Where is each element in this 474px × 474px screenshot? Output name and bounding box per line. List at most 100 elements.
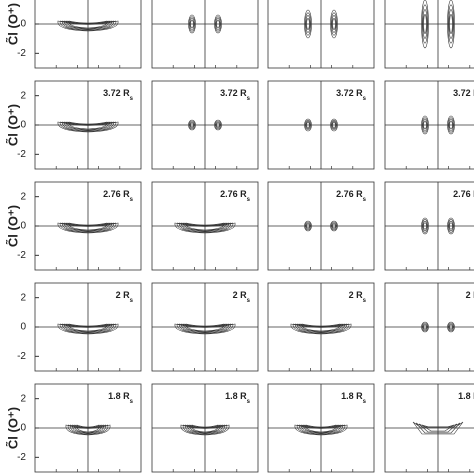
contour <box>447 217 455 235</box>
contour <box>306 122 310 128</box>
panel: 2 Rs <box>384 282 474 372</box>
contours <box>180 424 230 436</box>
panel-label: 2 Rs <box>466 290 474 303</box>
contour <box>421 219 429 233</box>
panel <box>384 0 474 69</box>
panel: 2 Rs <box>267 282 375 372</box>
panel: 2 Rs <box>151 282 259 372</box>
contour <box>190 20 194 28</box>
contours <box>421 115 455 135</box>
panel-label: 2.76 Rs <box>103 189 134 202</box>
contours <box>421 0 455 49</box>
panel-label-text: 2.76 R <box>453 189 474 199</box>
contour <box>190 122 194 128</box>
panel: 3.72 Rs <box>34 80 142 170</box>
contour <box>447 115 455 135</box>
panel-label-text: 2 R <box>233 290 248 300</box>
panel-label: 1.8 Rs <box>458 391 474 404</box>
panel: 1.8 Rs <box>34 383 142 473</box>
contour <box>421 115 429 135</box>
panel-label-text: 2 R <box>466 290 474 300</box>
panel-label-sub: s <box>130 96 134 102</box>
panel-label: 2 Rs <box>233 290 251 303</box>
contour <box>68 121 108 130</box>
contour <box>423 324 427 330</box>
panel-label: 2 Rs <box>349 290 367 303</box>
panel-label-text: 1.8 R <box>108 391 130 401</box>
panel-label-sub: s <box>130 298 134 304</box>
contour <box>418 423 458 433</box>
contour <box>423 121 427 129</box>
y-tick-label: 2 <box>20 393 26 404</box>
contours <box>294 424 348 436</box>
contours <box>188 14 222 34</box>
contour <box>189 121 195 129</box>
contour <box>188 120 196 130</box>
contours <box>57 222 119 234</box>
contour <box>447 219 455 233</box>
panel-label: 1.8 Rs <box>341 391 367 404</box>
contour <box>422 9 428 39</box>
contour <box>306 223 310 229</box>
y-tick-label: 2 <box>20 191 26 202</box>
contours <box>57 121 119 133</box>
contour <box>305 424 337 433</box>
contour <box>304 9 312 39</box>
y-tick-label: -2 <box>17 452 26 463</box>
panel: 2.76 Rs <box>267 181 375 271</box>
panel-label-sub: s <box>247 298 251 304</box>
contour <box>448 220 454 232</box>
panel: 3.72 Rs <box>267 80 375 170</box>
contour <box>422 220 428 232</box>
contour <box>214 14 222 34</box>
contour <box>331 222 337 230</box>
panel-label-text: 1.8 R <box>341 391 363 401</box>
y-tick-label: -2 <box>17 351 26 362</box>
panel-label-sub: s <box>363 298 367 304</box>
contour <box>423 14 427 34</box>
panel-label: 1.8 Rs <box>225 391 251 404</box>
contour <box>421 0 429 49</box>
panel-label: 3.72 Rs <box>453 88 474 101</box>
y-axis-label: C̃l (O⁺) <box>5 407 20 449</box>
contour <box>185 222 225 231</box>
contours <box>412 421 464 435</box>
contour <box>216 122 220 128</box>
panel <box>267 0 375 69</box>
y-tick-label: -2 <box>17 149 26 160</box>
contour <box>304 221 312 231</box>
contour <box>76 424 100 433</box>
contours <box>174 323 236 335</box>
panel-label-text: 2 R <box>349 290 364 300</box>
y-axis-label: C̃l (O⁺) <box>5 205 20 247</box>
y-tick-label: -2 <box>17 250 26 261</box>
contour <box>449 121 453 129</box>
contour <box>421 4 429 44</box>
contour <box>422 119 428 131</box>
contour <box>422 323 428 331</box>
panel-label: 1.8 Rs <box>108 391 134 404</box>
contour <box>68 323 108 332</box>
y-tick-label: 0 <box>20 19 26 30</box>
panel-frame <box>384 0 474 69</box>
contour <box>214 120 222 130</box>
contour <box>331 121 337 129</box>
contours <box>174 222 236 234</box>
contour <box>421 424 455 432</box>
contour <box>447 321 455 333</box>
contour <box>421 117 429 133</box>
contour <box>330 9 338 39</box>
panel: 3.72 Rs <box>151 80 259 170</box>
contour <box>304 118 312 132</box>
contour <box>188 14 196 34</box>
contours <box>421 217 455 235</box>
contour <box>189 18 195 30</box>
contour <box>330 220 338 232</box>
contours <box>304 9 338 39</box>
contour <box>305 15 311 33</box>
contours <box>290 323 352 335</box>
contour <box>448 119 454 131</box>
panel-label-sub: s <box>247 197 251 203</box>
panel-label-sub: s <box>130 399 134 405</box>
